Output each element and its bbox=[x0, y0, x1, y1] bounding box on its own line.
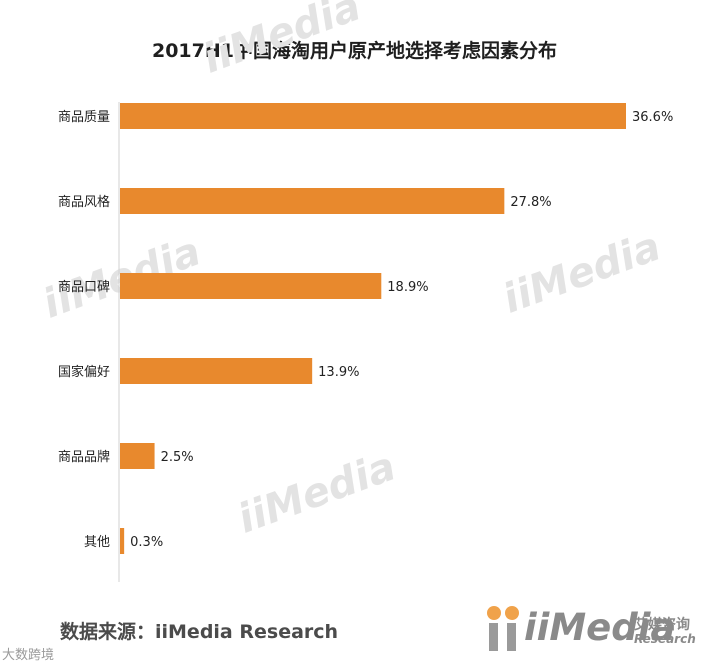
bar bbox=[120, 358, 313, 384]
corner-watermark: 大数跨境 bbox=[2, 648, 55, 663]
category-label: 商品品牌 bbox=[58, 449, 110, 465]
chart-title: 2017H1中国海淘用户原产地选择考虑因素分布 bbox=[151, 40, 557, 62]
category-label: 商品口碑 bbox=[58, 279, 110, 295]
source-note: 数据来源：iiMedia Research bbox=[60, 621, 339, 643]
bar bbox=[120, 103, 626, 129]
value-label: 2.5% bbox=[161, 450, 194, 465]
logo-mark-icon bbox=[487, 606, 519, 651]
logo-cn: 艾媒咨询 bbox=[634, 617, 690, 633]
bar bbox=[120, 188, 505, 214]
bar bbox=[120, 528, 125, 554]
category-label: 商品风格 bbox=[58, 194, 110, 210]
category-label: 商品质量 bbox=[58, 110, 110, 125]
value-label: 0.3% bbox=[130, 535, 163, 550]
value-label: 36.6% bbox=[632, 110, 673, 125]
logo-brand: iiMedia bbox=[524, 606, 676, 649]
value-label: 27.8% bbox=[510, 195, 551, 210]
bar bbox=[120, 443, 155, 469]
category-label: 国家偏好 bbox=[58, 364, 110, 380]
category-label: 其他 bbox=[84, 535, 110, 550]
value-label: 18.9% bbox=[387, 280, 428, 295]
bar bbox=[120, 273, 382, 299]
bar-chart: 商品质量 36.6% 商品风格 27.8% 商品口碑 18.9% 国家偏好 13.9% 商品品牌… bbox=[58, 102, 673, 582]
logo-en: Research bbox=[634, 632, 696, 646]
value-label: 13.9% bbox=[318, 365, 359, 380]
